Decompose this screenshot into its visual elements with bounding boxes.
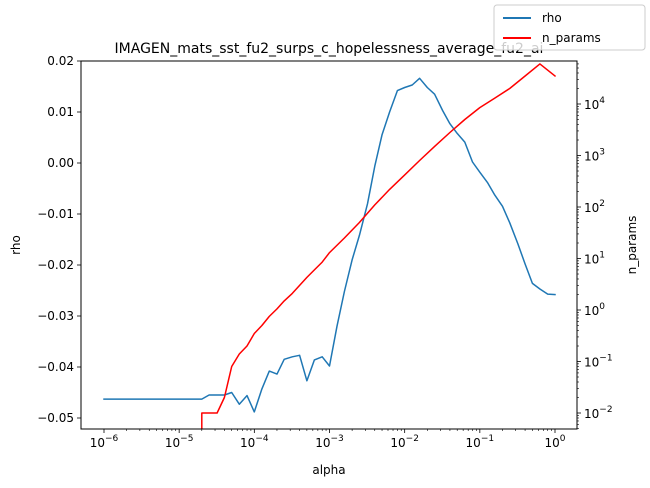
y-right-tick-label-5: 103 — [584, 148, 605, 164]
plot-frame — [80, 60, 578, 430]
y-right-tick-label-3: 101 — [584, 251, 605, 267]
legend-label-rho: rho — [542, 11, 562, 25]
series-line-n-params — [201, 63, 557, 429]
y-right-tick-label-1: 10−1 — [584, 354, 613, 370]
y-left-tick-label-1: 0.01 — [47, 105, 74, 119]
x-tick-label-5: 10−1 — [466, 434, 495, 450]
x-tick-label-4: 10−2 — [390, 434, 419, 450]
chart-title: IMAGEN_mats_sst_fu2_surps_c_hopelessness… — [115, 41, 544, 57]
x-tick-label-1: 10−5 — [165, 434, 194, 450]
y-left-tick-label-6: −0.04 — [37, 360, 74, 374]
y-right-tick-label-6: 104 — [584, 96, 605, 112]
legend-box — [493, 4, 646, 51]
x-tick-label-2: 10−4 — [240, 434, 269, 450]
x-axis: 10−6 10−5 10−4 10−3 10−2 10−1 100 — [90, 429, 566, 450]
legend-label-n-params: n_params — [542, 31, 601, 45]
y-left-tick-label-4: −0.02 — [37, 258, 74, 272]
series-layer — [103, 63, 557, 429]
y-left-tick-label-2: 0.00 — [47, 156, 74, 170]
y-left-tick-label-5: −0.03 — [37, 309, 74, 323]
y-left-tick-label-7: −0.05 — [37, 411, 74, 425]
x-axis-label: alpha — [312, 463, 345, 477]
y-axis-right: 10−2 10−1 100 101 102 103 104 — [577, 63, 613, 429]
y-right-tick-label-0: 10−2 — [584, 405, 613, 421]
x-tick-label-0: 10−6 — [90, 434, 119, 450]
y-axis-right-label: n_params — [625, 216, 639, 275]
y-left-tick-label-3: −0.01 — [37, 207, 74, 221]
y-axis-left-label: rho — [9, 235, 23, 255]
legend: rho n_params — [493, 4, 646, 51]
x-tick-label-3: 10−3 — [315, 434, 344, 450]
y-right-tick-label-4: 102 — [584, 199, 605, 215]
series-line-rho — [103, 77, 556, 413]
y-right-tick-label-2: 100 — [584, 302, 605, 318]
x-tick-label-6: 100 — [544, 434, 565, 450]
y-axis-left: 0.02 0.01 0.00 −0.01 −0.02 −0.03 −0.04 −0.05 — [37, 54, 81, 425]
y-left-tick-label-0: 0.02 — [47, 54, 74, 68]
